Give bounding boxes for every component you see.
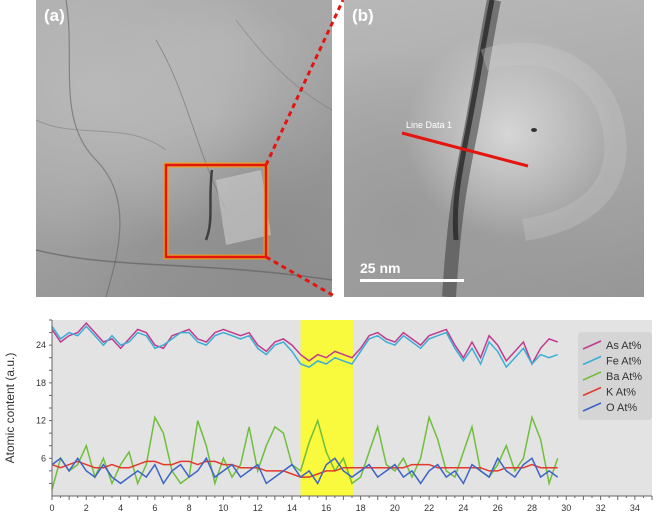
legend-swatch (582, 371, 602, 381)
legend: As At% Fe At% Ba At% K At% O At% (578, 332, 652, 420)
panel-b-label: (b) (352, 6, 374, 25)
x-axis-ticks: 0 2 4 6 8 10 12 14 16 18 20 22 24 26 28 30 32 34 (49, 496, 653, 513)
x-tick-label: 14 (287, 503, 297, 513)
legend-swatch (582, 386, 602, 397)
x-tick-label: 10 (218, 503, 228, 513)
legend-swatch (582, 402, 602, 412)
x-tick-label: 18 (356, 503, 366, 513)
micrograph-b-features (360, 0, 627, 297)
series-line-k (51, 460, 558, 478)
micrograph-panel-b: (b) Line Data 1 25 nm (344, 0, 644, 297)
x-tick-label: 4 (118, 503, 123, 513)
series-line-as (51, 321, 558, 366)
x-tick-label: 0 (49, 503, 54, 513)
legend-label: As At% (606, 340, 642, 352)
legend-label: Ba At% (606, 371, 642, 383)
roi-box (164, 163, 268, 259)
legend-label: K At% (606, 387, 636, 399)
highlight-band (300, 320, 354, 496)
y-tick-label: 12 (36, 416, 46, 426)
x-tick-label: 28 (527, 503, 537, 513)
x-tick-label: 34 (630, 503, 640, 513)
y-tick-label: 24 (36, 340, 46, 350)
x-tick-label: 12 (253, 503, 263, 513)
x-tick-label: 22 (424, 503, 434, 513)
y-tick-label: 6 (41, 453, 46, 463)
x-tick-label: 16 (321, 503, 331, 513)
scale-bar (360, 279, 464, 282)
y-axis-label: Atomic content (a.u.) (3, 353, 17, 464)
x-tick-label: 8 (187, 503, 192, 513)
x-tick-label: 32 (596, 503, 606, 513)
zoom-connector-lines (264, 0, 345, 299)
y-tick-label: 18 (36, 378, 46, 388)
x-tick-label: 26 (493, 503, 503, 513)
legend-swatch (582, 355, 602, 366)
line-profile-path (401, 131, 529, 168)
x-tick-label: 20 (390, 503, 400, 513)
legend-swatch (582, 340, 602, 350)
x-tick-label: 6 (152, 503, 157, 513)
x-tick-label: 2 (84, 503, 89, 513)
series-line-fe (51, 325, 558, 369)
y-axis-ticks: 6 12 18 24 (36, 319, 52, 484)
line-data-label: Line Data 1 (406, 120, 453, 130)
x-tick-label: 30 (561, 503, 571, 513)
panel-a-label: (a) (44, 6, 65, 25)
legend-label: Fe At% (606, 356, 642, 368)
micrograph-a-features (36, 0, 332, 297)
series-lines (51, 321, 559, 490)
legend-box (578, 332, 652, 420)
series-line-ba (51, 414, 559, 490)
scale-bar-label: 25 nm (360, 260, 401, 276)
micrograph-panel-a: (a) (36, 0, 332, 297)
legend-label: O At% (606, 402, 637, 414)
series-line-o (51, 456, 559, 485)
x-tick-label: 24 (458, 503, 468, 513)
line-profile-chart: 0 2 4 6 8 10 12 14 16 18 20 22 24 26 28 30 32 34 6121824 … (3, 319, 653, 513)
